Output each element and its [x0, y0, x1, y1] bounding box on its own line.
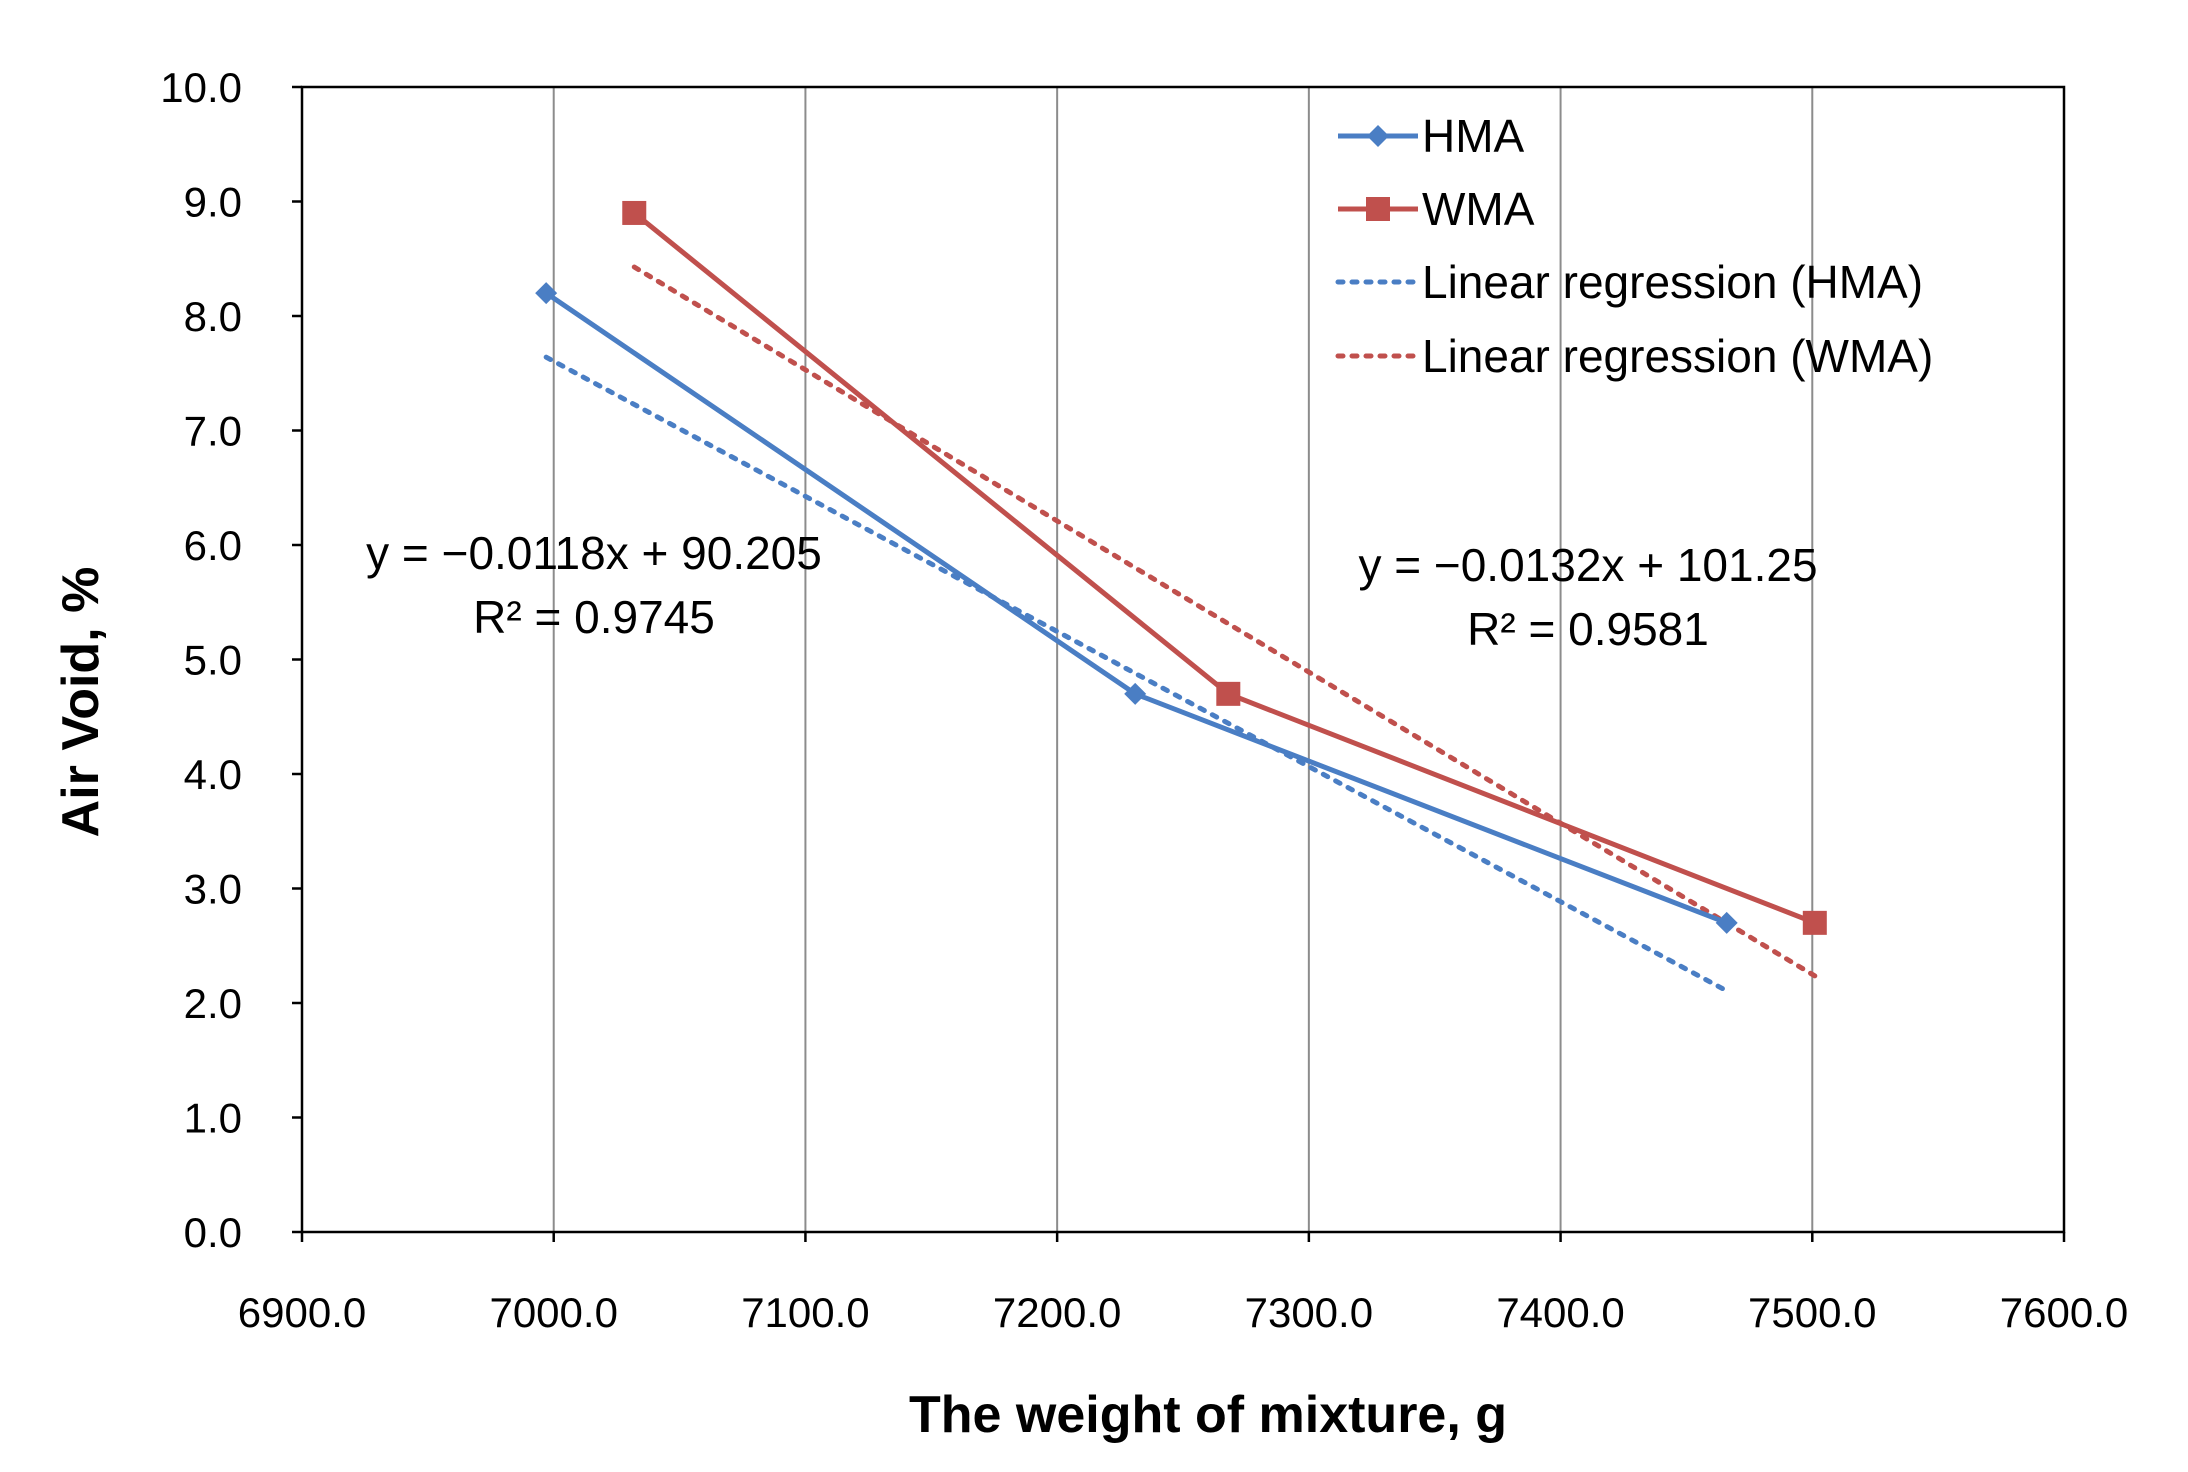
linear-regression-hma-line	[543, 354, 1730, 994]
y-tick-label: 1.0	[184, 1095, 242, 1142]
y-tick-label: 4.0	[184, 751, 242, 798]
x-tick-label: 7200.0	[993, 1289, 1121, 1336]
hma-equation: y = −0.0118x + 90.205	[366, 527, 822, 579]
wma-point	[1802, 910, 1827, 935]
plot-area-frame	[300, 85, 2066, 1234]
legend-item-linear-regression-wma: Linear regression (WMA)	[1335, 330, 1933, 382]
x-tick-label: 7500.0	[1748, 1289, 1876, 1336]
x-tick-label: 7000.0	[489, 1289, 617, 1336]
y-tick-label: 0.0	[184, 1209, 242, 1256]
y-tick-labels: 0.0 1.0 2.0 3.0 4.0 5.0 6.0 7.0 8.0 9.0 10.0	[160, 64, 242, 1256]
linear-regression-wma-line	[631, 264, 1818, 979]
x-tick-label: 6900.0	[238, 1289, 366, 1336]
regression-annotations: y = −0.0118x + 90.205 R² = 0.9745 y = −0…	[366, 527, 1817, 655]
hma-point	[1124, 682, 1147, 705]
legend-item-hma: HMA	[1338, 110, 1525, 162]
y-axis-title: Air Void, %	[52, 567, 110, 838]
grid-lines	[292, 85, 2066, 1242]
legend-label: HMA	[1422, 110, 1525, 162]
legend-marker	[1366, 197, 1390, 221]
legend-item-wma: WMA	[1338, 183, 1535, 235]
legend-item-linear-regression-hma: Linear regression (HMA)	[1335, 256, 1923, 308]
y-tick-label: 10.0	[160, 64, 242, 111]
legend-label: Linear regression (HMA)	[1422, 256, 1923, 308]
legend-marker	[1367, 125, 1389, 147]
hma-r-squared: R² = 0.9745	[473, 591, 715, 643]
y-tick-label: 5.0	[184, 637, 242, 684]
wma-point	[622, 200, 647, 225]
wma-equation: y = −0.0132x + 101.25	[1358, 539, 1817, 591]
wma-r-squared: R² = 0.9581	[1467, 603, 1709, 655]
y-tick-label: 8.0	[184, 293, 242, 340]
legend-label: WMA	[1422, 183, 1535, 235]
legend: HMA WMA Linear regression (HMA) Linear regr…	[1335, 110, 1933, 382]
x-tick-label: 7400.0	[1496, 1289, 1624, 1336]
y-tick-label: 2.0	[184, 980, 242, 1027]
hma-point	[1715, 911, 1738, 934]
y-tick-label: 9.0	[184, 179, 242, 226]
y-tick-label: 6.0	[184, 522, 242, 569]
x-tick-label: 7300.0	[1245, 1289, 1373, 1336]
wma-point	[1216, 681, 1241, 706]
x-tick-label: 7100.0	[741, 1289, 869, 1336]
data-series	[535, 200, 1827, 935]
x-tick-label: 7600.0	[2000, 1289, 2128, 1336]
x-tick-labels: 6900.0 7000.0 7100.0 7200.0 7300.0 7400.0 7500…	[238, 1289, 2128, 1336]
regression-lines	[543, 264, 1818, 994]
legend-label: Linear regression (WMA)	[1422, 330, 1933, 382]
y-tick-label: 3.0	[184, 866, 242, 913]
x-axis-title: The weight of mixture, g	[909, 1386, 1507, 1444]
y-tick-label: 7.0	[184, 408, 242, 455]
hma-point	[535, 282, 558, 305]
